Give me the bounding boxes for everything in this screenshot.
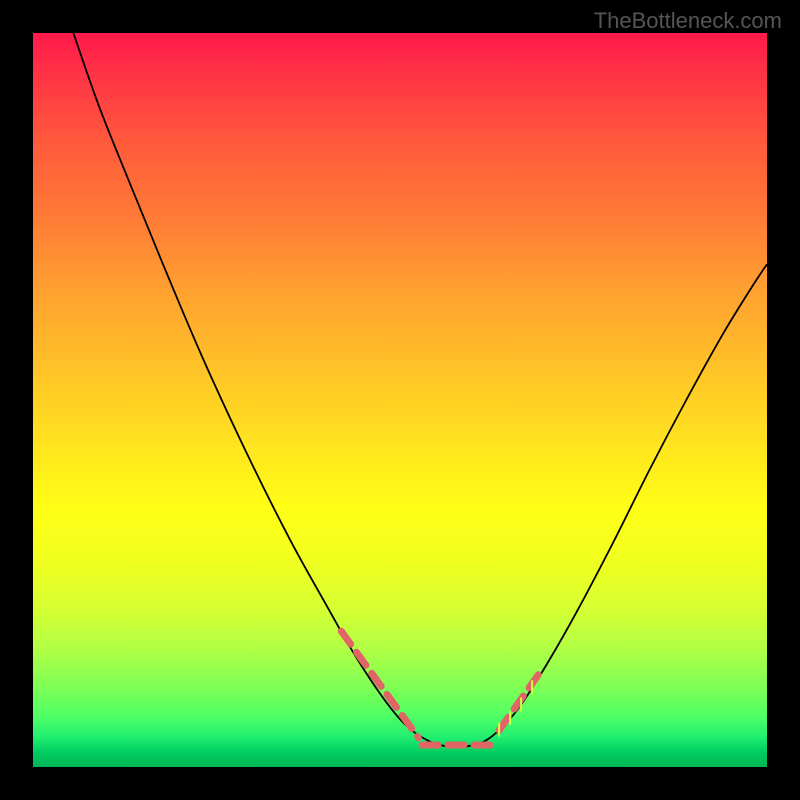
chart-plot-area (33, 33, 767, 767)
chart-svg-layer (33, 33, 767, 767)
highlight-dash-left (341, 631, 418, 737)
watermark-text: TheBottleneck.com (594, 8, 782, 34)
bottleneck-curve (73, 33, 767, 747)
